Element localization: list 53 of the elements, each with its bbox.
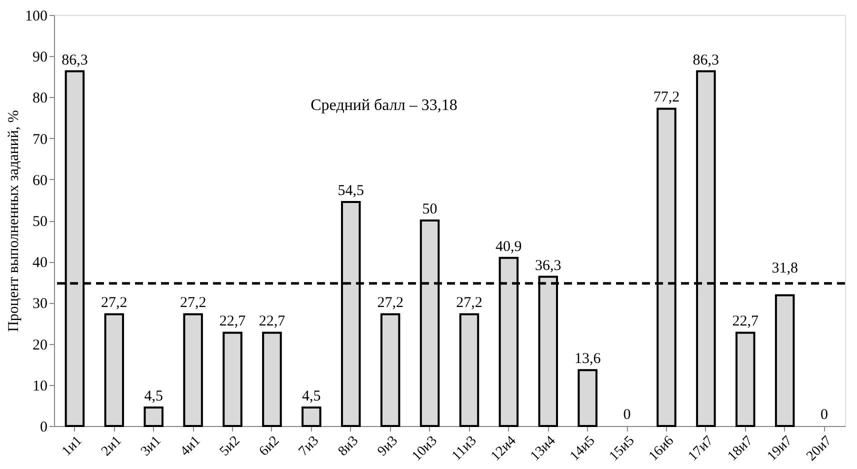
- bar: [578, 369, 598, 427]
- x-tick-label: 1и1: [60, 434, 86, 460]
- data-label: 22,7: [732, 314, 760, 330]
- data-label: 0: [623, 407, 631, 423]
- data-label: 54,5: [338, 183, 364, 200]
- y-tick-label: 40: [32, 255, 48, 272]
- bar: [302, 406, 322, 427]
- data-label: 86,3: [692, 52, 720, 68]
- y-tick-label: 50: [32, 214, 48, 230]
- x-tick-label: 2и1: [98, 434, 125, 460]
- data-label: 27,2: [101, 295, 128, 312]
- x-tick-label: 5и2: [217, 434, 244, 460]
- data-label: 27,2: [180, 295, 206, 312]
- data-label: 22,7: [258, 314, 286, 330]
- data-label: 4,5: [144, 388, 163, 405]
- y-tick-label: 20: [32, 337, 48, 354]
- data-label: 0: [820, 407, 828, 423]
- y-axis-title: Процент выполненных заданий, %: [6, 110, 22, 332]
- bar: [774, 294, 795, 427]
- data-label: 50: [422, 202, 438, 218]
- x-tick-label: 7и3: [296, 434, 322, 460]
- x-tick-label: 6и2: [256, 434, 283, 460]
- data-label: 77,2: [653, 90, 680, 106]
- data-label: 27,2: [377, 295, 404, 312]
- data-label: 31,8: [772, 260, 798, 276]
- bar: [183, 313, 203, 427]
- y-tick-label: 100: [25, 8, 48, 24]
- y-tick-label: 80: [32, 90, 48, 107]
- bar: [736, 332, 756, 427]
- bar: [380, 313, 400, 427]
- data-label: 13,6: [574, 351, 602, 368]
- bar: [222, 332, 242, 427]
- y-tick-label: 90: [32, 50, 48, 66]
- data-label: 22,7: [219, 314, 246, 330]
- data-label: 86,3: [62, 52, 88, 68]
- y-tick-label: 30: [32, 296, 48, 312]
- bar: [262, 332, 282, 427]
- data-label: 4,5: [302, 388, 321, 405]
- y-tick-label: 10: [32, 378, 48, 394]
- y-tick-label: 70: [32, 132, 48, 148]
- x-tick-label: 9и3: [375, 434, 401, 460]
- data-label: 27,2: [456, 295, 482, 312]
- data-label: 36,3: [535, 258, 562, 274]
- y-tick-label: 60: [32, 172, 48, 189]
- data-label: 40,9: [496, 238, 522, 255]
- bar: [104, 313, 124, 427]
- x-tick-label: 4и1: [178, 434, 204, 460]
- bar: [144, 406, 164, 427]
- bar: [459, 313, 480, 427]
- y-tick-label: 0: [40, 420, 48, 436]
- x-tick-label: 8и3: [336, 434, 362, 460]
- x-tick-label: 3и1: [138, 434, 164, 460]
- annotation: Средний балл – 33,18: [310, 97, 458, 114]
